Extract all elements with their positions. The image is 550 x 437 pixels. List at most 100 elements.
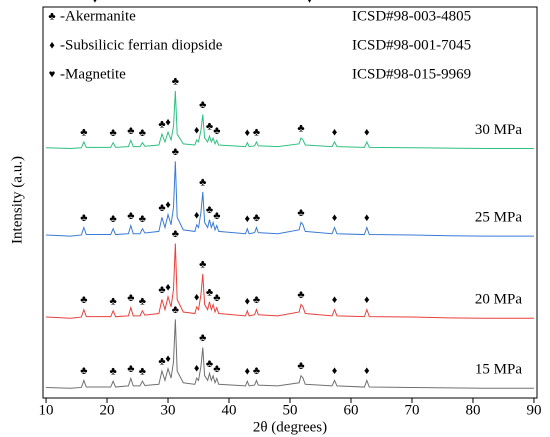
peak-marker: ♦ xyxy=(165,353,171,365)
xrd-line xyxy=(46,161,534,237)
peak-marker: ♥ xyxy=(92,0,99,6)
peak-marker: ♣ xyxy=(110,127,117,139)
peak-marker: ♣ xyxy=(80,294,87,306)
x-tick-label: 40 xyxy=(222,402,237,418)
peak-marker: ♣ xyxy=(139,213,146,225)
peak-marker: ♣ xyxy=(213,292,220,304)
peak-marker: ♣ xyxy=(158,202,165,214)
x-tick-label: 30 xyxy=(161,402,176,418)
peak-marker: ♣ xyxy=(199,99,206,111)
x-axis-label: 2θ (degrees) xyxy=(253,419,327,435)
peak-marker: ♦ xyxy=(332,126,338,138)
peak-marker: ♥ xyxy=(306,0,313,6)
peak-marker: ♦ xyxy=(194,291,200,303)
legend-symbol: ♣ xyxy=(48,11,55,23)
peak-marker: ♦ xyxy=(332,365,338,377)
x-tick-label: 50 xyxy=(283,402,298,418)
peak-marker: ♣ xyxy=(127,292,134,304)
peak-marker: ♣ xyxy=(297,207,304,219)
peak-marker: ♦ xyxy=(165,281,171,293)
peak-marker: ♦ xyxy=(194,363,200,375)
peak-marker: ♣ xyxy=(253,294,260,306)
peak-marker: ♦ xyxy=(244,295,250,307)
peak-marker: ♣ xyxy=(199,332,206,344)
peak-marker: ♣ xyxy=(297,123,304,135)
peak-marker: ♣ xyxy=(297,289,304,301)
legend-icsd: ICSD#98-015-9969 xyxy=(352,66,471,82)
peak-marker: ♣ xyxy=(206,286,213,298)
peak-marker: ♣ xyxy=(253,212,260,224)
peak-marker: ♣ xyxy=(172,146,179,158)
peak-marker: ♦ xyxy=(244,213,250,225)
peak-marker: ♣ xyxy=(80,365,87,377)
peak-marker: ♣ xyxy=(158,356,165,368)
peak-marker: ♣ xyxy=(206,358,213,370)
x-tick-label: 10 xyxy=(39,402,54,418)
peak-marker: ♦ xyxy=(364,212,370,224)
peak-marker: ♦ xyxy=(194,124,200,136)
legend-icsd: ICSD#98-001-7045 xyxy=(352,37,471,53)
peak-marker: ♣ xyxy=(127,363,134,375)
peak-marker: ♥ xyxy=(92,0,99,6)
xrd-line xyxy=(46,243,534,319)
peak-marker: ♦ xyxy=(364,126,370,138)
peak-marker: ♦ xyxy=(194,209,200,221)
peak-marker: ♦ xyxy=(332,212,338,224)
series-label: 15 MPa xyxy=(475,362,522,378)
y-axis-label: Intensity (a.u.) xyxy=(9,156,25,244)
peak-marker: ♣ xyxy=(127,125,134,137)
peak-marker: ♣ xyxy=(172,76,179,88)
peak-marker: ♣ xyxy=(139,127,146,139)
series-label: 25 MPa xyxy=(475,210,522,226)
legend-symbol: ♥ xyxy=(49,69,56,81)
peak-marker: ♣ xyxy=(127,210,134,222)
peak-marker: ♥ xyxy=(306,0,313,6)
peak-marker: ♣ xyxy=(80,126,87,138)
peak-marker: ♦ xyxy=(364,294,370,306)
peak-marker: ♣ xyxy=(199,176,206,188)
legend-label: -Subsilicic ferrian diopside xyxy=(60,37,223,53)
peak-marker: ♥ xyxy=(92,0,99,6)
peak-marker: ♣ xyxy=(253,126,260,138)
legend-label: -Magnetite xyxy=(60,66,126,82)
peak-marker: ♦ xyxy=(364,365,370,377)
x-tick-label: 70 xyxy=(404,402,419,418)
peak-marker: ♣ xyxy=(172,304,179,316)
peak-marker: ♥ xyxy=(306,0,313,6)
x-tick-label: 90 xyxy=(526,402,541,418)
peak-marker: ♦ xyxy=(244,127,250,139)
legend-icsd: ICSD#98-003-4805 xyxy=(352,8,471,24)
peak-marker: ♦ xyxy=(332,294,338,306)
peak-marker: ♣ xyxy=(206,121,213,133)
peak-marker: ♥ xyxy=(306,0,313,6)
peak-marker: ♦ xyxy=(244,366,250,378)
peak-marker: ♣ xyxy=(213,363,220,375)
peak-marker: ♣ xyxy=(139,295,146,307)
x-tick-label: 80 xyxy=(465,402,480,418)
series-label: 30 MPa xyxy=(475,122,522,138)
xrd-line xyxy=(46,319,534,389)
peak-marker: ♣ xyxy=(110,366,117,378)
peak-marker: ♣ xyxy=(213,125,220,137)
peak-marker: ♣ xyxy=(110,213,117,225)
peak-marker: ♣ xyxy=(139,366,146,378)
x-tick-label: 20 xyxy=(100,402,115,418)
series-label: 20 MPa xyxy=(475,292,522,308)
peak-marker: ♣ xyxy=(158,119,165,131)
peak-marker: ♣ xyxy=(80,212,87,224)
peak-marker: ♣ xyxy=(172,228,179,240)
peak-marker: ♣ xyxy=(213,210,220,222)
peak-marker: ♥ xyxy=(92,0,99,6)
peak-marker: ♦ xyxy=(165,117,171,129)
x-tick-label: 60 xyxy=(343,402,358,418)
xrd-line xyxy=(46,91,534,150)
legend-label: -Akermanite xyxy=(60,8,136,24)
legend-symbol: ♦ xyxy=(49,40,55,52)
peak-marker: ♦ xyxy=(165,199,171,211)
peak-marker: ♣ xyxy=(253,365,260,377)
peak-marker: ♣ xyxy=(110,295,117,307)
peak-marker: ♣ xyxy=(199,259,206,271)
peak-marker: ♣ xyxy=(206,204,213,216)
